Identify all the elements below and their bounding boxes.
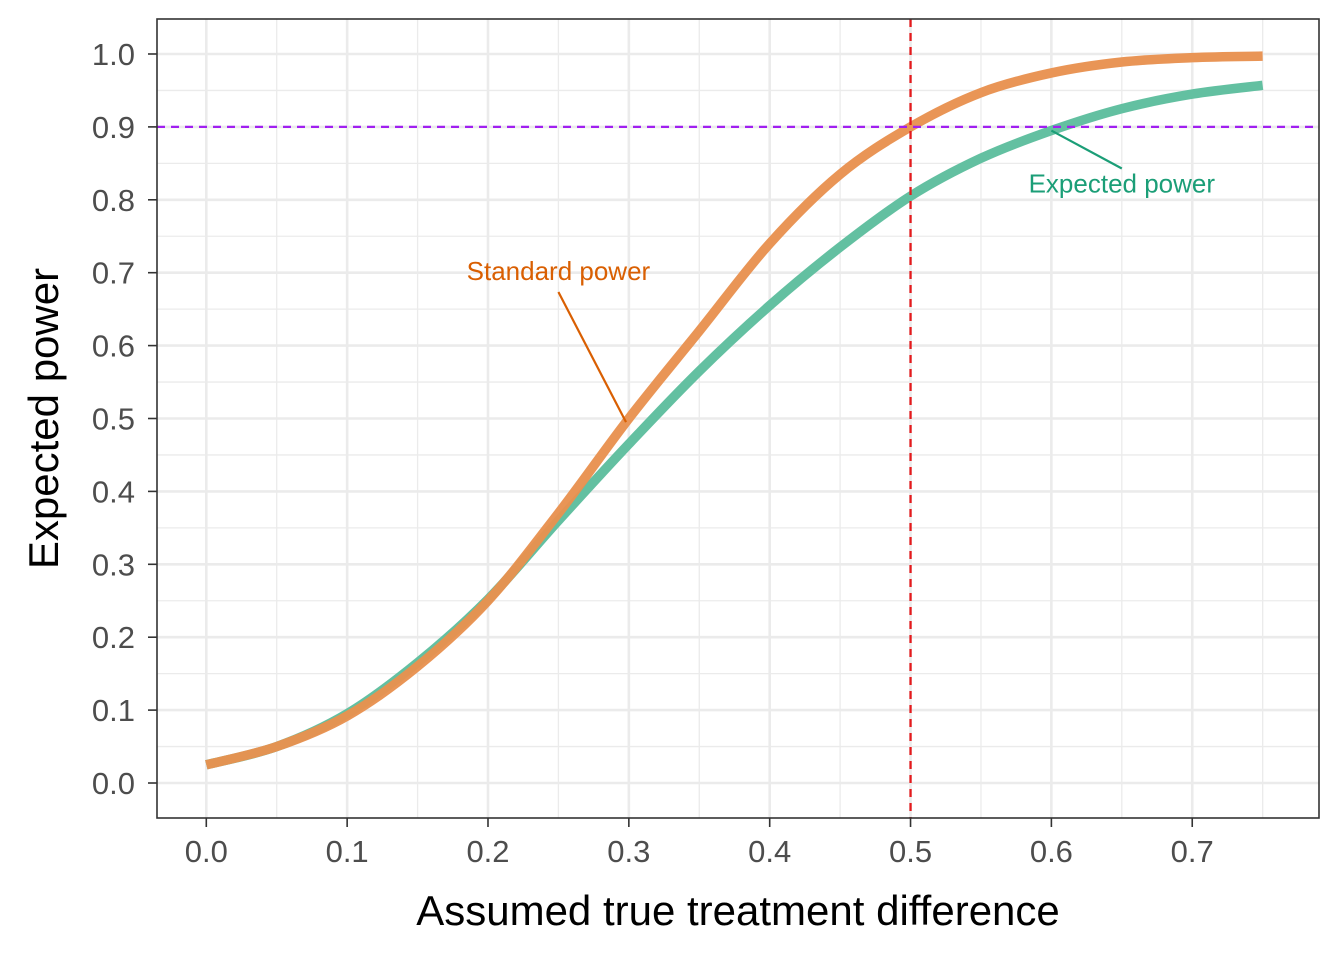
y-tick-label-10: 1.0 [92,37,135,72]
annotations: Standard power Expected power [467,129,1216,423]
y-tick-label-6: 0.6 [92,329,135,364]
x-tick-label-7: 0.7 [1171,834,1214,869]
series-layer [205,51,1264,770]
annotation-label-expected-power: Expected power [1029,169,1216,199]
annotation-label-standard-power: Standard power [467,256,651,286]
y-tick-label-1: 0.1 [92,693,135,728]
x-axis: 0.0 0.1 0.2 0.3 0.4 0.5 0.6 0.7 [185,818,1214,869]
x-axis-title: Assumed true treatment difference [416,887,1060,934]
x-tick-label-5: 0.5 [889,834,932,869]
annotation-leader-expected-power [1050,129,1123,170]
y-axis: 0.0 0.1 0.2 0.3 0.4 0.5 0.6 0.7 0.8 0.9 1.0 [92,37,157,801]
y-tick-label-5: 0.5 [92,402,135,437]
x-tick-label-1: 0.1 [326,834,369,869]
y-tick-label-3: 0.3 [92,547,135,582]
annotation-leader-standard-power [557,291,628,423]
y-tick-label-8: 0.8 [92,183,135,218]
x-tick-label-4: 0.4 [748,834,791,869]
minor-gridlines [157,19,1319,818]
reference-lines [157,19,1319,818]
series-line-standard-power [205,51,1263,770]
y-axis-title: Expected power [20,268,67,569]
y-tick-label-7: 0.7 [92,256,135,291]
y-tick-label-4: 0.4 [92,474,135,509]
x-tick-label-3: 0.3 [607,834,650,869]
x-tick-label-0: 0.0 [185,834,228,869]
x-tick-label-6: 0.6 [1030,834,1073,869]
y-tick-label-2: 0.2 [92,620,135,655]
x-tick-label-2: 0.2 [466,834,509,869]
y-tick-label-9: 0.9 [92,110,135,145]
y-tick-label-0: 0.0 [92,766,135,801]
